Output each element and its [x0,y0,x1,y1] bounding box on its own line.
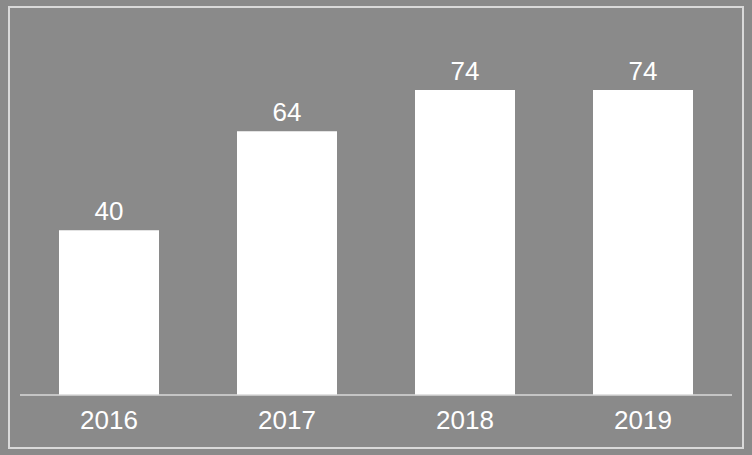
svg-text:64: 64 [273,97,302,127]
svg-text:40: 40 [95,196,124,226]
svg-text:2018: 2018 [436,405,494,435]
svg-text:2019: 2019 [614,405,672,435]
svg-text:2016: 2016 [80,405,138,435]
svg-text:2017: 2017 [258,405,316,435]
svg-text:74: 74 [629,56,658,86]
svg-text:74: 74 [451,56,480,86]
